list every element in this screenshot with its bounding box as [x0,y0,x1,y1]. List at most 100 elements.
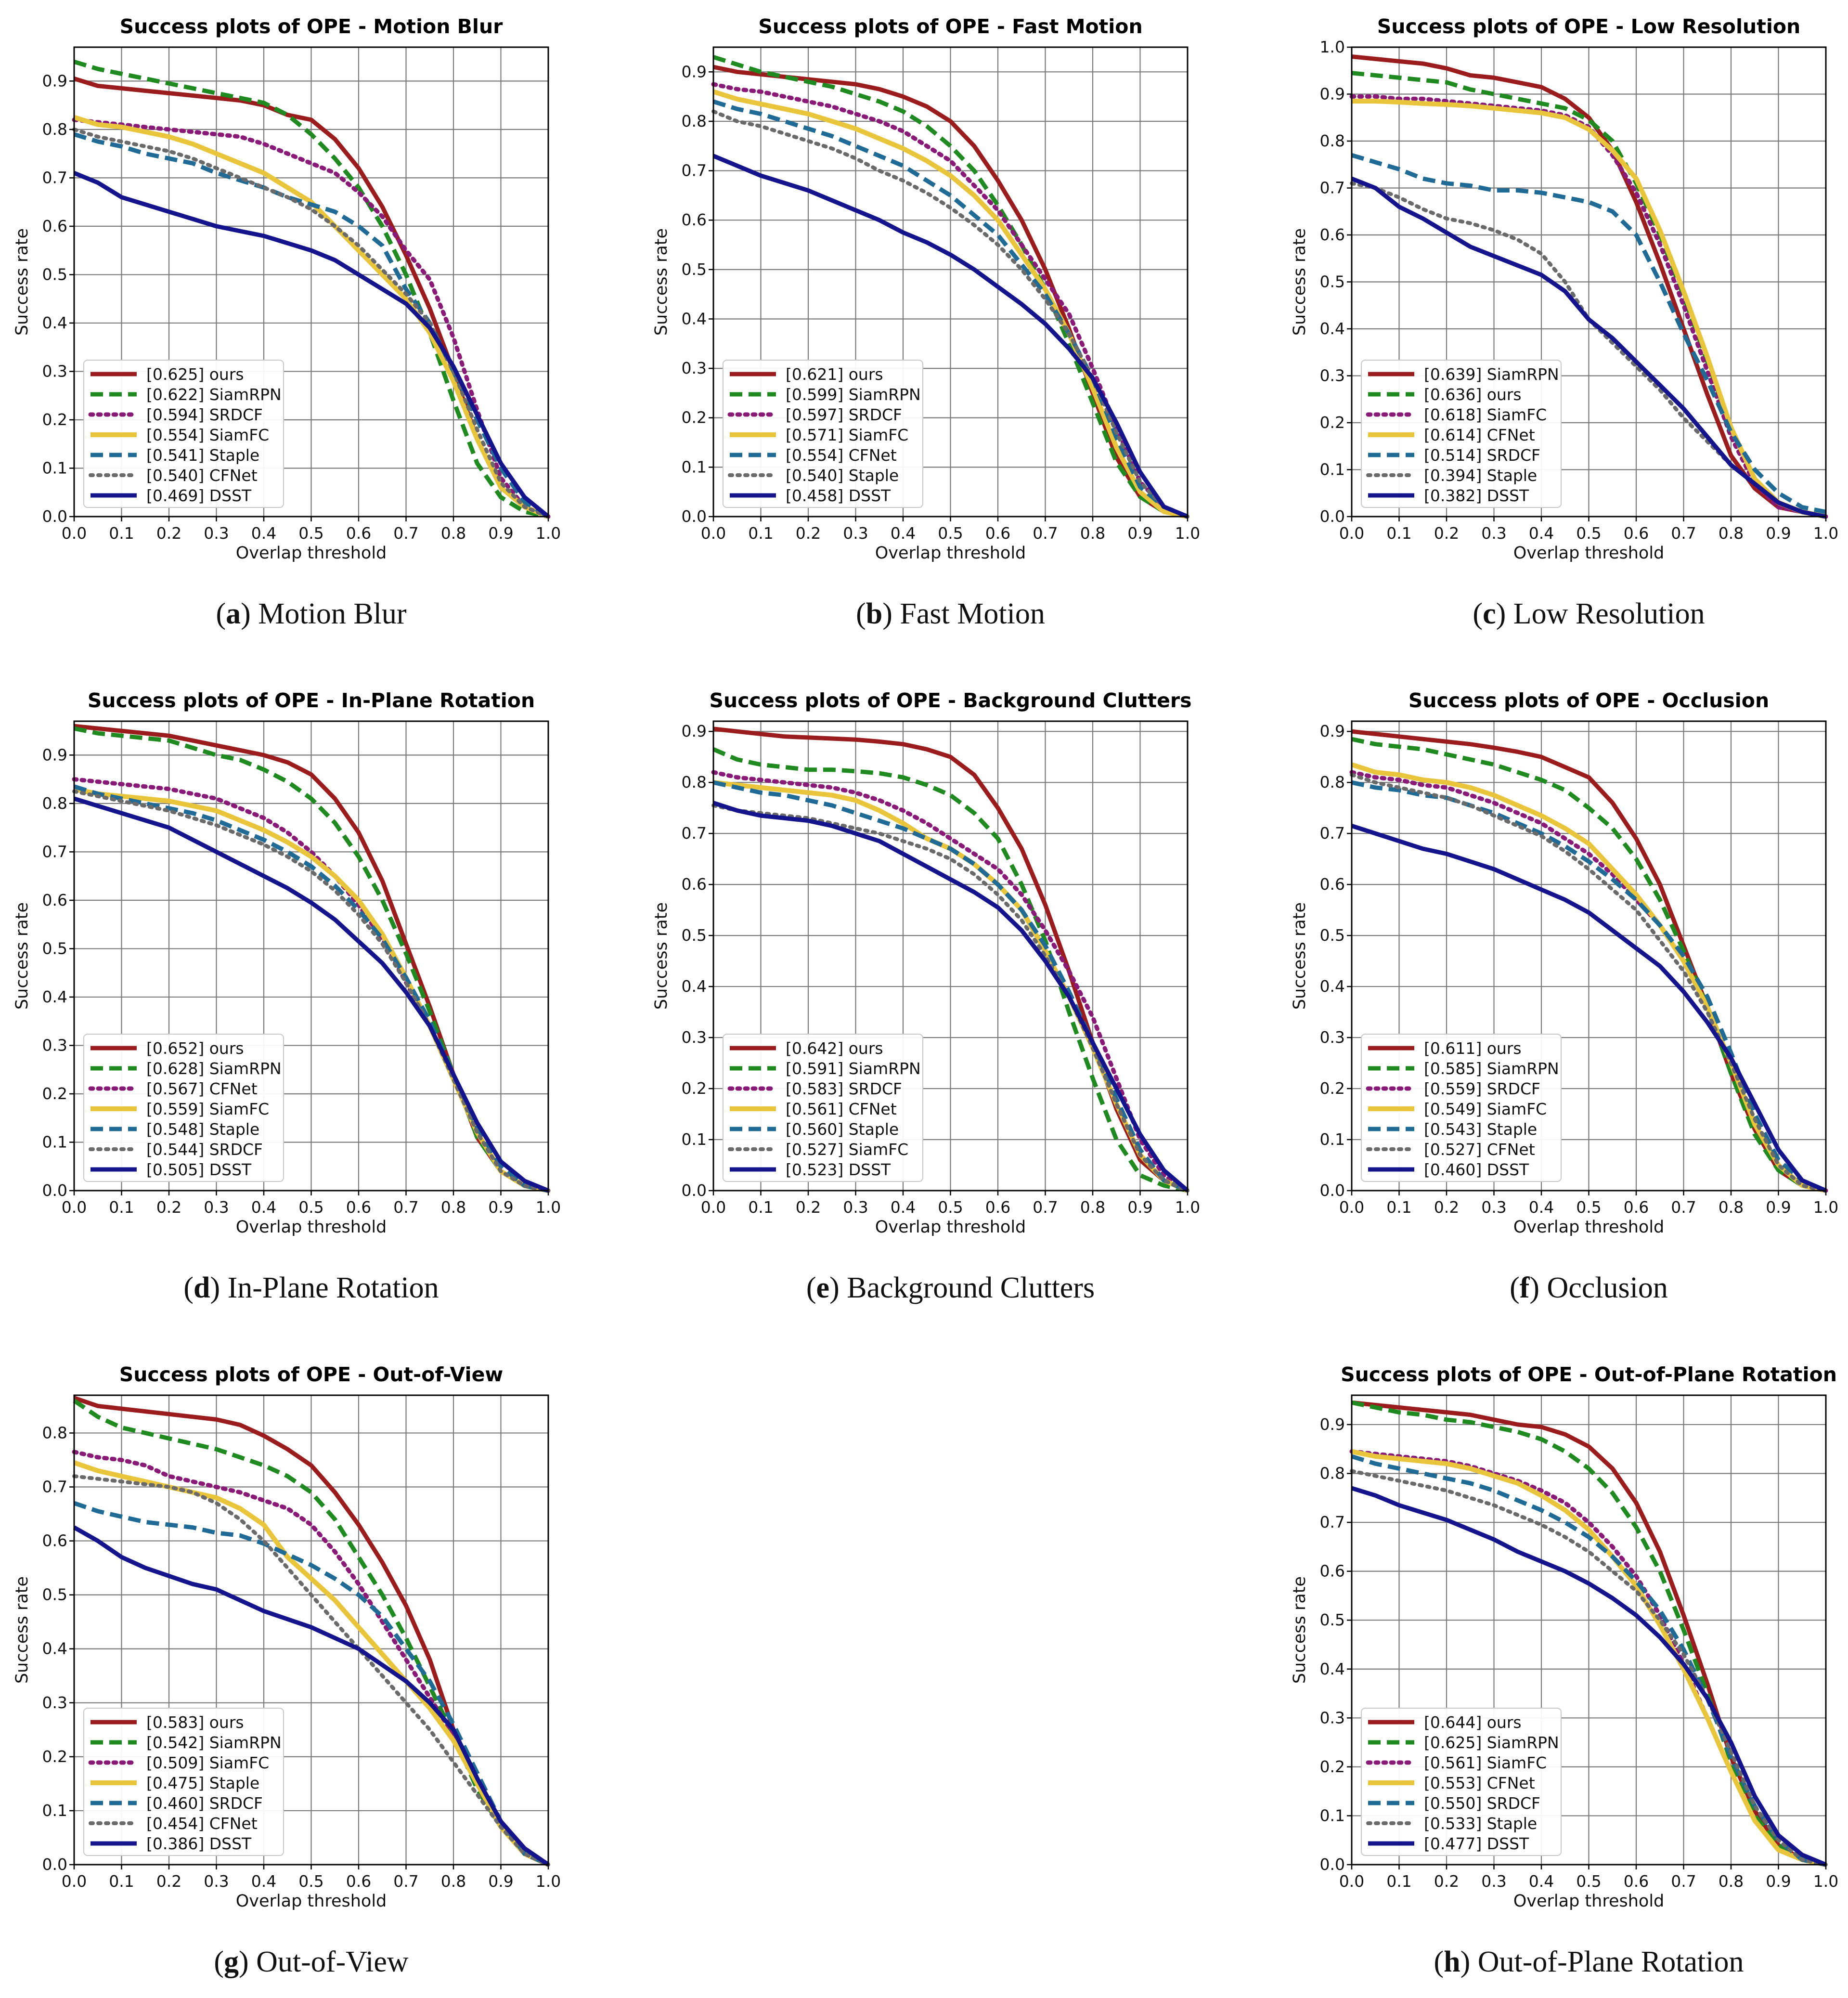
legend-entry-CFNet: [0.527] CFNet [1424,1140,1535,1159]
legend: [0.639] SiamRPN[0.636] ours[0.618] SiamF… [1361,360,1562,508]
series-line-DSST [73,796,549,1193]
y-tick-label: 0.4 [42,313,67,332]
x-tick-label: 0.3 [843,1198,868,1217]
y-tick-label: 0.5 [42,939,67,958]
x-tick-label: 0.9 [1127,524,1152,543]
legend-entry-ours: [0.583] ours [146,1713,244,1732]
series-line-SiamRPN [73,59,549,519]
panel-h: 0.0 0.1 0.2 0.3 0.4 0.5 0.6 0.7 0.8 0.9 1.0 0.0 0.1 0… [1290,1363,1838,1978]
x-tick-label: 1.0 [1175,524,1200,543]
x-tick-label: 0.4 [251,1872,276,1891]
x-tick-label: 0.9 [1766,524,1791,543]
y-tick-label: 0.7 [682,161,707,180]
series-line-SiamRPN [73,1399,549,1867]
legend-entry-SRDCF: [0.583] SRDCF [786,1079,902,1098]
x-axis-label: Overlap threshold [1513,1892,1665,1911]
y-tick-label: 0.8 [42,120,67,139]
caption-paren: ( [216,597,226,630]
y-tick-label: 0.1 [42,1801,67,1820]
x-tick-label: 0.4 [891,524,916,543]
y-tick-label: 0.8 [1320,773,1345,791]
caption-text: ) Low Resolution [1496,597,1705,630]
x-tick-label: 0.7 [1671,1198,1696,1217]
x-tick-label: 0.5 [938,1198,963,1217]
legend-entry-SiamFC: [0.549] SiamFC [1424,1100,1547,1118]
caption-text: ) Occlusion [1529,1271,1668,1304]
x-axis-label: Overlap threshold [236,1218,387,1237]
legend-entry-SiamRPN: [0.542] SiamRPN [146,1733,282,1752]
y-tick-label: 0.0 [682,507,707,526]
legend-box [1361,360,1562,508]
legend-entry-Staple: [0.540] Staple [786,466,899,485]
legend-entry-SRDCF: [0.597] SRDCF [786,405,902,424]
x-tick-label: 0.4 [891,1198,916,1217]
panel-caption: (g) Out-of-View [214,1946,409,1978]
x-tick-label: 0.9 [1127,1198,1152,1217]
y-tick-label: 0.4 [682,977,707,996]
legend-entry-SiamRPN: [0.628] SiamRPN [146,1059,282,1078]
x-tick-label: 0.6 [1624,1198,1649,1217]
y-tick-label: 0.4 [42,987,67,1006]
legend-entry-DSST: [0.505] DSST [146,1160,252,1179]
legend-entry-Staple: [0.543] Staple [1424,1120,1537,1139]
series-line-Staple [711,109,1189,519]
y-tick-label: 0.1 [682,1130,707,1149]
y-tick-label: 0.3 [42,1693,67,1712]
caption-letter: h [1444,1946,1460,1978]
legend-entry-CFNet: [0.553] CFNet [1424,1774,1535,1792]
y-tick-label: 0.1 [42,1132,67,1151]
x-tick-label: 0.4 [251,524,276,543]
y-tick-label: 0.1 [1320,460,1345,479]
x-tick-label: 0.8 [1719,1872,1744,1891]
series-line-DSST [712,154,1189,519]
y-tick-label: 0.7 [1320,179,1345,197]
x-tick-label: 0.1 [109,524,134,543]
y-tick-label: 0.9 [682,722,707,740]
series-line-DSST [73,171,550,519]
series-line-SRDCF [711,770,1190,1193]
y-tick-label: 0.6 [682,210,707,229]
x-tick-label: 0.0 [1339,1198,1364,1217]
series-line-SRDCF [72,117,551,519]
x-tick-label: 1.0 [536,1198,561,1217]
legend-box [83,1034,284,1182]
x-tick-label: 0.9 [1766,1198,1791,1217]
x-tick-label: 0.2 [796,524,821,543]
legend-entry-SiamRPN: [0.622] SiamRPN [146,385,282,404]
y-tick-label: 0.5 [42,265,67,284]
chart-title: Success plots of OPE - Occlusion [1409,689,1769,712]
legend-entry-SiamRPN: [0.639] SiamRPN [1424,365,1559,384]
legend-entry-SiamFC: [0.509] SiamFC [146,1753,269,1772]
y-tick-label: 0.6 [42,1531,67,1550]
x-tick-label: 0.3 [204,1872,229,1891]
y-tick-label: 1.0 [1320,38,1345,56]
legend-entry-DSST: [0.458] DSST [786,486,891,505]
legend: [0.621] ours[0.599] SiamRPN[0.597] SRDCF… [723,360,923,508]
y-tick-label: 0.7 [1320,824,1345,843]
x-tick-label: 0.3 [1481,1198,1506,1217]
series-line-SiamRPN [712,55,1188,519]
panel-e: 0.0 0.1 0.2 0.3 0.4 0.5 0.6 0.7 0.8 0.9 1.0 0.0 0.1 0… [652,689,1200,1304]
x-axis-label: Overlap threshold [236,544,387,563]
series-line-ours [1351,1400,1826,1867]
x-tick-label: 0.2 [156,1872,181,1891]
x-tick-label: 0.2 [796,1198,821,1217]
caption-paren: ( [1473,597,1483,630]
panel-caption: (d) In-Plane Rotation [183,1271,439,1304]
x-tick-label: 1.0 [1813,524,1838,543]
y-tick-label: 0.3 [682,359,707,377]
x-tick-label: 0.5 [298,1872,323,1891]
y-tick-label: 0.6 [1320,875,1345,894]
x-tick-label: 0.6 [985,524,1010,543]
chart-title: Success plots of OPE - Out-of-Plane Rota… [1341,1363,1837,1386]
x-tick-label: 0.6 [346,1872,371,1891]
legend-entry-SiamRPN: [0.599] SiamRPN [786,385,921,404]
caption-text: ) Background Clutters [829,1271,1095,1304]
x-tick-label: 0.8 [1719,524,1744,543]
x-tick-label: 0.6 [985,1198,1010,1217]
legend-entry-DSST: [0.523] DSST [786,1160,891,1179]
series-line-CFNet [1350,773,1828,1193]
legend-entry-SRDCF: [0.550] SRDCF [1424,1794,1540,1813]
y-tick-label: 0.7 [1320,1513,1345,1531]
